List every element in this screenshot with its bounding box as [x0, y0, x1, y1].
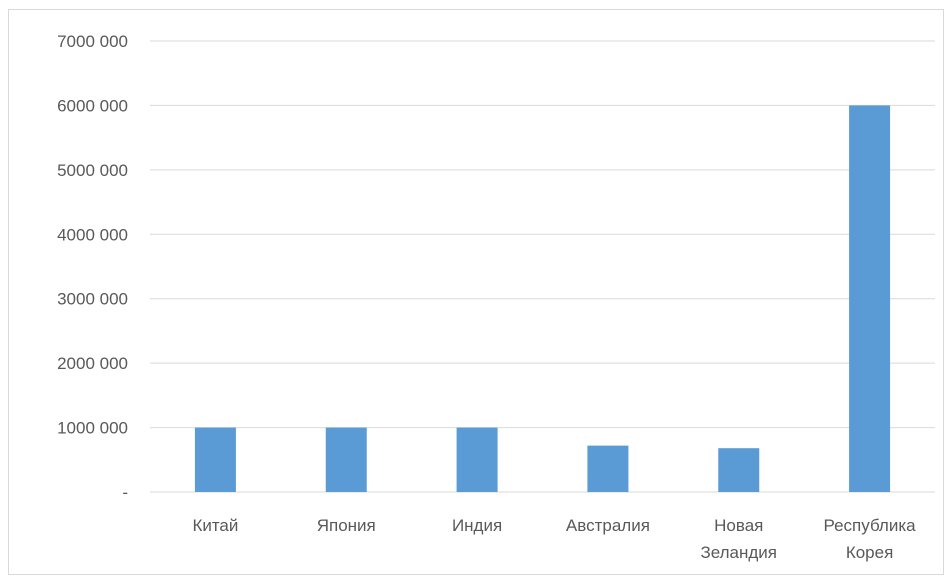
y-tick-label: 2000 000: [57, 354, 128, 373]
y-tick-label: 5000 000: [57, 161, 128, 180]
gridlines: [150, 40, 935, 493]
bar: [194, 427, 236, 492]
bar: [325, 427, 367, 492]
bar: [718, 448, 760, 492]
x-category-label: Зеландия: [700, 543, 777, 562]
x-category-label: Республика: [824, 516, 917, 535]
x-category-label: Индия: [452, 516, 502, 535]
x-category-label: Япония: [317, 516, 376, 535]
x-category-label: Корея: [846, 543, 893, 562]
y-tick-label: 4000 000: [57, 225, 128, 244]
bar: [587, 445, 629, 492]
bars: [194, 105, 891, 492]
x-category-label: Новая: [714, 516, 763, 535]
y-tick-label: 3000 000: [57, 290, 128, 309]
x-category-label: Китай: [192, 516, 238, 535]
y-tick-label: -: [122, 483, 128, 502]
y-tick-label: 1000 000: [57, 419, 128, 438]
bar: [456, 427, 498, 492]
y-tick-label: 7000 000: [57, 32, 128, 51]
x-axis-categories: Китай Япония Индия Австралия Новая Зеландия Ре…: [192, 516, 916, 562]
y-axis-ticks: - 1000 000 2000 000 3000 000 4000 000 5000 00…: [57, 32, 128, 502]
x-category-label: Австралия: [566, 516, 650, 535]
bar: [849, 105, 891, 492]
y-tick-label: 6000 000: [57, 96, 128, 115]
